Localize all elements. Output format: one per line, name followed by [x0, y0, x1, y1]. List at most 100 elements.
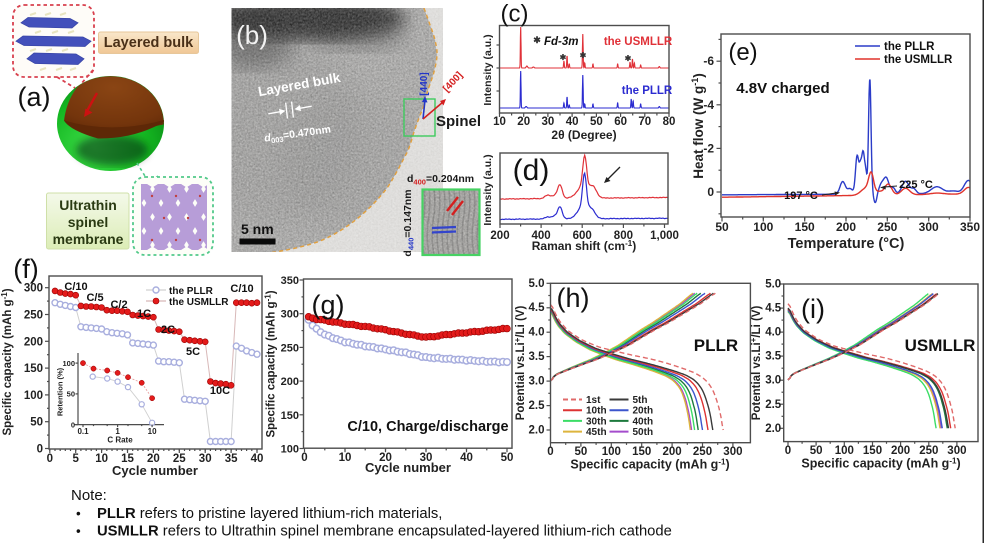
svg-text:Intensity (a.u.): Intensity (a.u.)	[482, 154, 494, 225]
svg-text:the USMLLR: the USMLLR	[604, 36, 673, 48]
svg-text:•: •	[76, 524, 81, 539]
svg-text:300: 300	[919, 220, 939, 234]
svg-text:Cycle number: Cycle number	[112, 463, 198, 478]
svg-text:Note:: Note:	[71, 487, 107, 504]
svg-text:250: 250	[877, 220, 897, 234]
svg-text:4.0: 4.0	[765, 327, 781, 339]
svg-text:200: 200	[663, 446, 682, 458]
svg-text:•: •	[76, 506, 81, 521]
svg-text:Temperature (°C): Temperature (°C)	[788, 236, 905, 252]
svg-text:300: 300	[24, 283, 43, 295]
svg-text:3.5: 3.5	[765, 351, 782, 363]
svg-text:200: 200	[891, 445, 910, 457]
svg-text:1st: 1st	[586, 395, 601, 406]
svg-text:USMLLR refers to Ultrathin spi: USMLLR refers to Ultrathin spinel membra…	[97, 524, 672, 540]
svg-text:(a): (a)	[18, 82, 51, 112]
svg-text:Specific capacity (mAh g-1): Specific capacity (mAh g-1)	[801, 457, 960, 471]
svg-text:225 °C: 225 °C	[899, 179, 933, 191]
svg-text:200: 200	[24, 336, 43, 348]
svg-text:250: 250	[919, 445, 938, 457]
svg-text:0: 0	[71, 420, 75, 429]
svg-text:3.0: 3.0	[529, 376, 545, 388]
svg-text:10: 10	[339, 452, 352, 464]
svg-text:1C: 1C	[137, 308, 151, 320]
svg-text:Cycle number: Cycle number	[365, 460, 451, 475]
svg-text:150: 150	[795, 220, 815, 234]
svg-text:50: 50	[810, 445, 823, 457]
svg-text:Raman shift (cm-1): Raman shift (cm-1)	[532, 239, 636, 253]
svg-text:(b): (b)	[236, 20, 268, 50]
svg-text:the USMLLR: the USMLLR	[884, 54, 953, 66]
svg-text:C/10, Charge/discharge: C/10, Charge/discharge	[347, 419, 508, 435]
svg-text:0.1: 0.1	[77, 427, 89, 436]
svg-text:Specific capacity (mAh g-1): Specific capacity (mAh g-1)	[570, 458, 729, 472]
svg-text:20th: 20th	[633, 406, 654, 417]
svg-text:C/2: C/2	[110, 299, 127, 311]
svg-text:40: 40	[251, 453, 264, 465]
svg-text:2.5: 2.5	[765, 399, 782, 411]
svg-text:2θ (Degree): 2θ (Degree)	[551, 128, 616, 142]
svg-text:50: 50	[501, 452, 514, 464]
svg-text:10: 10	[148, 427, 157, 436]
svg-text:-6: -6	[703, 54, 714, 68]
svg-text:150: 150	[632, 446, 651, 458]
svg-text:10C: 10C	[210, 385, 230, 397]
svg-text:100: 100	[753, 220, 773, 234]
svg-text:300: 300	[947, 445, 966, 457]
svg-text:0: 0	[785, 445, 791, 457]
svg-text:2.0: 2.0	[765, 423, 781, 435]
svg-text:Intensity (a.u.): Intensity (a.u.)	[482, 34, 494, 105]
svg-text:Layered bulk: Layered bulk	[104, 35, 194, 51]
svg-text:0: 0	[47, 453, 53, 465]
svg-text:50: 50	[67, 390, 75, 399]
svg-text:80: 80	[663, 116, 676, 128]
svg-text:30th: 30th	[586, 416, 607, 427]
svg-text:USMLLR: USMLLR	[905, 336, 976, 355]
svg-text:250: 250	[24, 310, 43, 322]
svg-text:(d): (d)	[513, 154, 550, 187]
svg-text:(f): (f)	[13, 254, 38, 284]
svg-text:250: 250	[281, 342, 299, 354]
svg-text:2.0: 2.0	[529, 425, 545, 437]
svg-text:1,000: 1,000	[650, 230, 679, 242]
svg-text:(e): (e)	[728, 39, 757, 66]
svg-text:the USMLLR: the USMLLR	[169, 297, 229, 308]
svg-text:0: 0	[547, 446, 553, 458]
svg-text:C Rate: C Rate	[107, 436, 133, 445]
svg-text:4.0: 4.0	[529, 327, 545, 339]
svg-text:60: 60	[614, 116, 627, 128]
svg-text:350: 350	[960, 220, 980, 234]
svg-text:200: 200	[836, 220, 856, 234]
svg-text:250: 250	[693, 446, 712, 458]
svg-text:200: 200	[490, 230, 509, 242]
svg-text:✱: ✱	[533, 35, 541, 45]
svg-text:Spinel: Spinel	[436, 113, 481, 130]
svg-text:300: 300	[723, 446, 742, 458]
svg-text:10: 10	[493, 116, 506, 128]
svg-text:40th: 40th	[633, 416, 654, 427]
svg-text:50th: 50th	[633, 427, 654, 438]
svg-text:Heat flow (W g-1): Heat flow (W g-1)	[690, 73, 706, 179]
svg-text:35: 35	[225, 453, 238, 465]
svg-text:40: 40	[460, 452, 473, 464]
svg-text:Specific capacity (mAh g-1): Specific capacity (mAh g-1)	[264, 290, 278, 437]
svg-text:10th: 10th	[586, 406, 607, 417]
svg-text:Potential vs.Li+/Li (V): Potential vs.Li+/Li (V)	[513, 306, 527, 421]
svg-text:100: 100	[24, 390, 43, 402]
svg-text:✱: ✱	[625, 54, 632, 63]
svg-text:0: 0	[37, 444, 43, 456]
svg-text:150: 150	[281, 410, 299, 422]
svg-text:100: 100	[62, 359, 75, 368]
svg-text:30: 30	[199, 453, 212, 465]
svg-text:5: 5	[72, 453, 79, 465]
svg-text:(i): (i)	[801, 294, 825, 324]
svg-text:197 °C: 197 °C	[784, 190, 818, 202]
svg-text:45th: 45th	[586, 427, 607, 438]
svg-text:100: 100	[602, 446, 621, 458]
svg-text:350: 350	[281, 275, 299, 287]
svg-text:the PLLR: the PLLR	[884, 41, 935, 53]
svg-text:300: 300	[281, 309, 299, 321]
svg-text:2C: 2C	[161, 324, 175, 336]
svg-text:0: 0	[301, 452, 307, 464]
svg-text:4.8V charged: 4.8V charged	[736, 80, 829, 97]
